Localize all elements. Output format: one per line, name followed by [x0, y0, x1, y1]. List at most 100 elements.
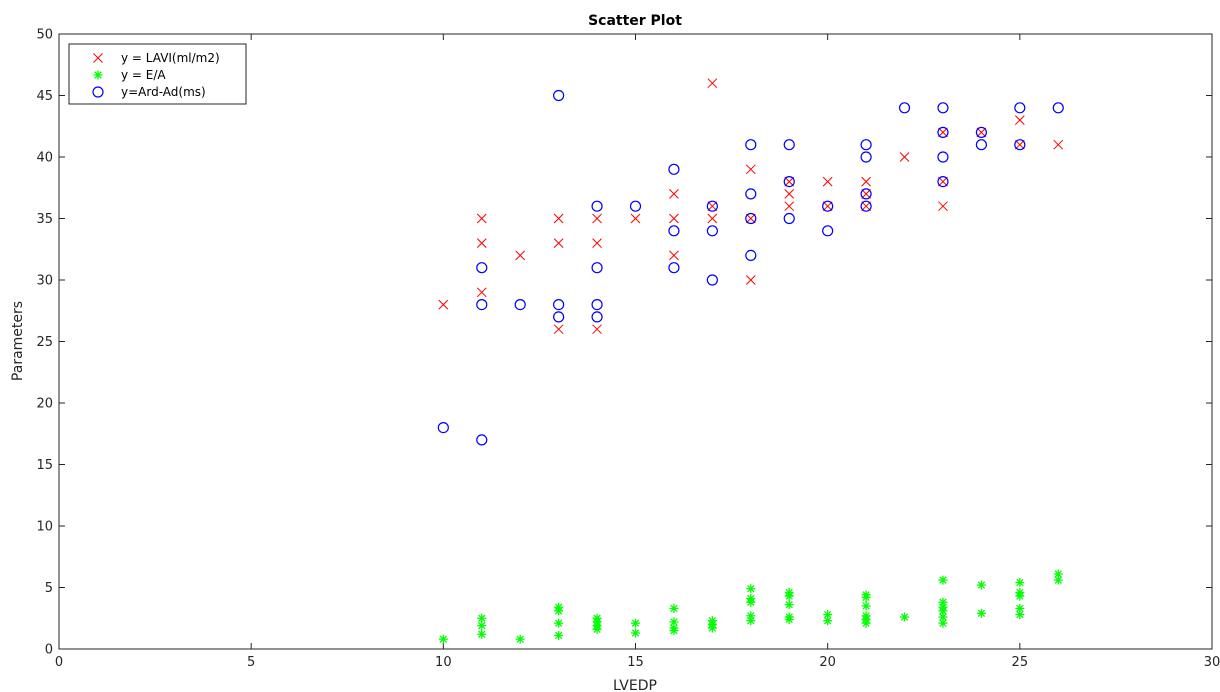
legend-marker-ea — [93, 70, 103, 80]
ticks-layer: 0 5 10 15 20 25 30 0 5 10 15 20 25 30 35 40 45 50 — [36, 28, 1220, 671]
lavi-point — [515, 250, 526, 261]
y-tick-label: 45 — [36, 89, 53, 104]
lavi-point — [707, 213, 718, 224]
ea-point — [784, 600, 794, 610]
x-tick-label: 5 — [247, 655, 255, 670]
ard-point — [745, 188, 757, 200]
ea-point — [784, 614, 794, 624]
y-tick-label: 30 — [36, 274, 53, 289]
ard-point — [706, 225, 718, 237]
ard-point — [706, 274, 718, 286]
lavi-point — [1014, 115, 1025, 125]
ard-point — [591, 311, 603, 323]
ea-point — [938, 618, 948, 628]
y-tick-label: 40 — [36, 151, 53, 166]
ard-point — [437, 422, 449, 434]
ea-point — [1015, 591, 1025, 601]
ea-point — [554, 618, 564, 628]
y-axis-title: Parameters — [10, 301, 26, 381]
ea-point — [438, 634, 448, 644]
lavi-point — [669, 189, 679, 199]
lavi-point — [861, 176, 871, 187]
ard-point — [937, 102, 949, 114]
ard-point — [553, 89, 565, 102]
y-tick-label: 10 — [36, 520, 53, 535]
lavi-point — [861, 201, 871, 212]
lavi-point — [553, 324, 564, 335]
lavi-point — [784, 189, 795, 199]
legend-marker-ard — [92, 86, 104, 98]
ard-point — [975, 139, 988, 151]
ea-point — [976, 608, 986, 618]
lavi-point — [976, 127, 987, 138]
lavi-point — [592, 238, 602, 248]
ard-point — [860, 188, 872, 200]
ard-point — [476, 262, 488, 274]
legend: y = LAVI(ml/m2) y = E/A y=Ard-Ad(ms) — [68, 43, 247, 105]
ea-point — [477, 629, 487, 639]
ea-point — [746, 597, 756, 607]
ard-point — [668, 163, 680, 175]
lavi-point — [476, 213, 487, 224]
ea-point — [631, 618, 640, 628]
y-tick-label: 15 — [36, 458, 53, 473]
ard-point — [553, 311, 565, 323]
y-tick-label: 50 — [36, 28, 53, 43]
ard-point — [860, 200, 872, 212]
chart-title: Scatter Plot — [588, 13, 682, 29]
ea-point — [861, 601, 871, 611]
ard-point — [1014, 139, 1026, 151]
ard-point — [1052, 102, 1064, 114]
lavi-point — [476, 238, 487, 248]
ard-point — [937, 151, 949, 163]
y-tick-label: 20 — [36, 397, 53, 412]
ea-point — [746, 616, 756, 626]
ea-point — [554, 630, 564, 640]
ea-point — [669, 626, 679, 636]
ea-point — [631, 628, 640, 638]
ea-point — [592, 624, 602, 634]
legend-markers — [92, 53, 104, 98]
x-tick-label: 25 — [1012, 655, 1029, 670]
ard-point — [783, 176, 795, 188]
x-tick-label: 20 — [819, 655, 836, 670]
lavi-point — [1014, 139, 1025, 150]
ea-point — [976, 580, 986, 590]
lavi-point — [707, 78, 718, 89]
lavi-point — [938, 127, 948, 138]
lavi-point — [822, 176, 833, 187]
ard-point — [822, 200, 834, 212]
legend-marker-lavi — [93, 53, 103, 63]
lavi-point — [938, 201, 948, 212]
legend-label-ea: y = E/A — [121, 68, 166, 82]
ard-point — [1014, 102, 1026, 114]
points-layer — [437, 78, 1064, 644]
ea-point — [900, 612, 910, 622]
ea-point — [823, 616, 833, 626]
y-tick-label: 0 — [45, 643, 53, 658]
ard-point — [898, 102, 911, 114]
ard-point — [783, 212, 795, 225]
lavi-point — [938, 176, 948, 187]
ard-point — [476, 299, 488, 311]
ard-point — [629, 200, 642, 212]
lavi-point — [1053, 139, 1064, 150]
ard-point — [553, 299, 565, 311]
x-tick-label: 30 — [1204, 655, 1220, 670]
ea-point — [861, 592, 871, 602]
lavi-point — [745, 213, 756, 224]
y-tick-label: 25 — [36, 335, 53, 350]
y-tick-label: 5 — [45, 581, 53, 596]
lavi-point — [438, 299, 449, 310]
lavi-point — [592, 324, 602, 335]
ea-point — [1053, 575, 1063, 585]
ea-point — [669, 603, 679, 613]
lavi-point — [745, 275, 756, 285]
ea-point — [1015, 578, 1025, 588]
ard-point — [706, 200, 718, 212]
lavi-point — [592, 213, 602, 224]
ard-point — [591, 262, 603, 274]
lavi-point — [630, 213, 641, 224]
ard-point — [783, 139, 795, 151]
ea-point — [938, 575, 948, 585]
